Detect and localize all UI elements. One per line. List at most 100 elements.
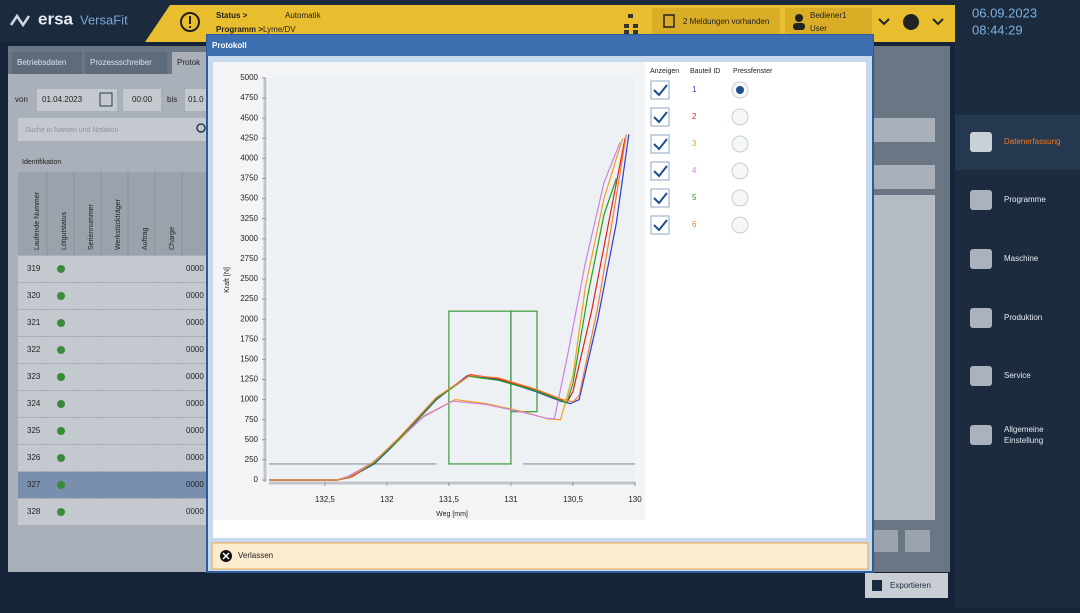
- row-number: 323: [27, 372, 41, 381]
- y-tick-label: 3250: [240, 214, 258, 223]
- series-line: [269, 134, 627, 481]
- status-label: Status >: [216, 11, 248, 20]
- table-row[interactable]: [18, 499, 208, 525]
- press-window-radio[interactable]: [731, 189, 749, 207]
- tree-icon: [624, 24, 629, 28]
- y-tick-label: 250: [245, 455, 259, 464]
- sidebar-item[interactable]: Produktion: [1004, 313, 1042, 322]
- row-number: 321: [27, 318, 41, 327]
- sidebar-item[interactable]: Allgemeine: [1004, 425, 1044, 434]
- show-checkbox[interactable]: [650, 134, 670, 154]
- x-tick-label: 132: [380, 495, 394, 504]
- column-header: Werkstückträger: [115, 199, 122, 250]
- sidebar-icon[interactable]: [970, 190, 992, 210]
- sidebar-item[interactable]: Einstellung: [1004, 436, 1043, 445]
- show-checkbox[interactable]: [650, 161, 670, 181]
- sidebar-icon[interactable]: [970, 308, 992, 328]
- tree-icon: [624, 30, 629, 34]
- component-id: 3: [692, 139, 697, 148]
- table-row[interactable]: [18, 472, 208, 498]
- y-tick-label: 4250: [240, 133, 258, 142]
- help-menu-chevron[interactable]: [932, 18, 944, 26]
- status-dot: [57, 454, 65, 462]
- right-icon-button[interactable]: [873, 530, 898, 552]
- dialog-titlebar: [207, 35, 873, 56]
- table-row[interactable]: [18, 445, 208, 471]
- series-line: [269, 142, 621, 481]
- y-tick-label: 3750: [240, 174, 258, 183]
- table-row[interactable]: [18, 364, 208, 390]
- table-row[interactable]: [18, 418, 208, 444]
- logo-icon: [9, 13, 31, 28]
- search-icon: [196, 123, 206, 133]
- y-tick-label: 2500: [240, 274, 258, 283]
- from-date[interactable]: 01.04.2023: [42, 95, 83, 104]
- checkmark: [653, 84, 668, 97]
- sidebar-item[interactable]: Maschine: [1004, 254, 1039, 263]
- tree-icon: [633, 30, 638, 34]
- from-time[interactable]: 00:00: [132, 95, 153, 104]
- row-code: 0000: [186, 291, 204, 300]
- product: VersaFit: [80, 12, 128, 27]
- to-date[interactable]: 01.0: [188, 95, 204, 104]
- sidebar-item[interactable]: Datenerfassung: [1004, 137, 1060, 146]
- right-dropdown: [873, 165, 935, 189]
- sidebar-icon[interactable]: [970, 366, 992, 386]
- from-time-box[interactable]: [123, 89, 161, 111]
- row-code: 0000: [186, 372, 204, 381]
- messages: 2 Meldungen vorhanden: [683, 17, 769, 26]
- tab-label[interactable]: Betriebsdaten: [17, 58, 66, 67]
- sidebar-item[interactable]: Programme: [1004, 195, 1046, 204]
- tab-label[interactable]: Protok: [177, 58, 201, 67]
- sidebar-item[interactable]: Service: [1004, 371, 1031, 380]
- press-window-radio[interactable]: [731, 135, 749, 153]
- show-checkbox[interactable]: [650, 80, 670, 100]
- tab-label[interactable]: Prozessschreiber: [90, 58, 152, 67]
- from-date-box[interactable]: [37, 89, 117, 111]
- table-row[interactable]: [18, 337, 208, 363]
- tab[interactable]: [85, 52, 167, 74]
- tab[interactable]: [12, 52, 82, 74]
- press-window-radio[interactable]: [731, 216, 749, 234]
- export[interactable]: Exportieren: [890, 581, 931, 590]
- show-checkbox[interactable]: [650, 215, 670, 235]
- press-window-radio[interactable]: [731, 162, 749, 180]
- user-name: Bediener1: [810, 11, 847, 20]
- tree-icon: [628, 14, 633, 18]
- y-tick-label: 1750: [240, 334, 258, 343]
- sidebar-icon[interactable]: [970, 249, 992, 269]
- search-placeholder[interactable]: Suche in Namen und Notation: [25, 127, 118, 134]
- component-id: 1: [692, 85, 697, 94]
- sidebar-icon[interactable]: [970, 132, 992, 152]
- y-tick-label: 1500: [240, 355, 258, 364]
- show-checkbox[interactable]: [650, 188, 670, 208]
- right-content: [873, 195, 935, 520]
- user-role: User: [810, 24, 827, 33]
- table-row[interactable]: [18, 310, 208, 336]
- right-dropdown: [873, 118, 935, 142]
- x-axis-title: Weg [mm]: [436, 511, 468, 518]
- column-header: Charge: [169, 227, 176, 250]
- sidebar-icon[interactable]: [970, 425, 992, 445]
- y-tick-label: 2750: [240, 254, 258, 263]
- close-label[interactable]: Verlassen: [238, 551, 273, 560]
- y-tick-label: 500: [245, 435, 259, 444]
- brand: ersa: [38, 9, 74, 28]
- table-row[interactable]: [18, 283, 208, 309]
- table-row[interactable]: [18, 256, 208, 282]
- row-code: 0000: [186, 345, 204, 354]
- right-icon-button[interactable]: [905, 530, 930, 552]
- help-button[interactable]: [903, 14, 919, 30]
- to-date-box[interactable]: [185, 89, 207, 111]
- show-checkbox[interactable]: [650, 107, 670, 127]
- tab[interactable]: [172, 52, 207, 74]
- search-box[interactable]: [18, 118, 208, 141]
- table-row[interactable]: [18, 391, 208, 417]
- row-code: 0000: [186, 507, 204, 516]
- status-dot: [57, 265, 65, 273]
- press-window-radio[interactable]: [731, 108, 749, 126]
- user-menu-chevron[interactable]: [878, 18, 890, 26]
- status-dot: [57, 346, 65, 354]
- status-dot: [57, 292, 65, 300]
- row-number: 328: [27, 507, 41, 516]
